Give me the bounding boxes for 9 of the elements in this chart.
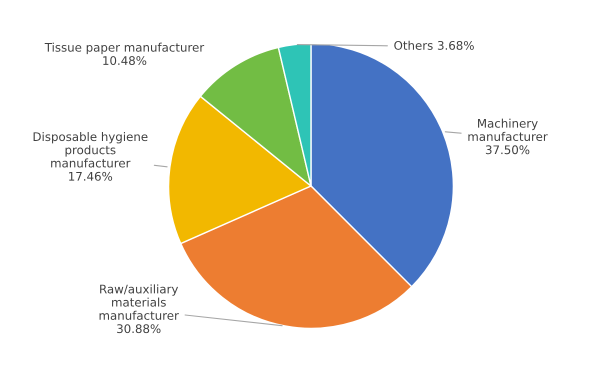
- slice-label: Others 3.68%: [394, 40, 474, 50]
- slice-label: Disposable hygiene products manufacturer: [34, 132, 148, 168]
- slice-label: Raw/auxiliary materials manufacturer: [100, 284, 179, 320]
- slice-label: Tissue paper manufacturer: [44, 42, 204, 54]
- slice-label: Machinery manufacturer: [468, 118, 548, 142]
- data-label: 17.46%: [69, 172, 112, 181]
- data-label: 37.50%: [486, 145, 530, 154]
- data-label: 10.48%: [103, 56, 146, 66]
- data-label: 30.88%: [117, 324, 161, 334]
